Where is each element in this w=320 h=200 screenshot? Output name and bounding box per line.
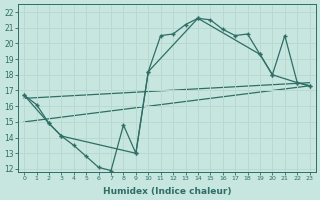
X-axis label: Humidex (Indice chaleur): Humidex (Indice chaleur): [103, 187, 231, 196]
